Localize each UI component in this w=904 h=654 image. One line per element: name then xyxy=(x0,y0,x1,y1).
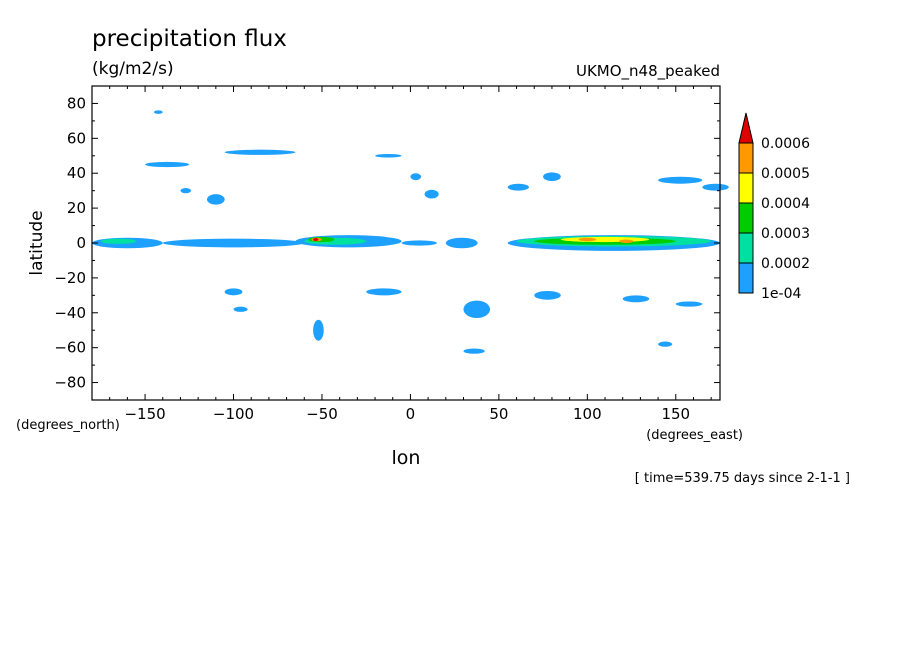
precip-region-6 xyxy=(100,238,137,244)
legend-swatch-4 xyxy=(738,142,754,174)
y-tick-label-1: −60 xyxy=(54,339,86,357)
legend-label-0: 1e-04 xyxy=(761,286,801,302)
precip-region-32 xyxy=(463,300,491,319)
y-unit-label: (degrees_north) xyxy=(16,418,120,433)
y-tick-label-6: 40 xyxy=(67,164,86,182)
precip-region-4 xyxy=(445,237,478,249)
legend-label-2: 0.0003 xyxy=(761,226,810,242)
legend-label-1: 0.0002 xyxy=(761,256,810,272)
x-axis-ticks: −150 −100 −50 0 50 100 150 xyxy=(109,86,712,423)
legend-label-4: 0.0005 xyxy=(761,166,810,182)
precip-region-29 xyxy=(233,306,248,312)
x-tick-label-3: 0 xyxy=(406,405,416,423)
precip-region-26 xyxy=(702,183,729,191)
x-tick-label-4: 50 xyxy=(489,405,508,423)
y-tick-label-4: 0 xyxy=(76,234,86,252)
legend-swatch-1 xyxy=(738,232,754,264)
x-axis-label: lon xyxy=(392,447,421,469)
dataset-label: UKMO_n48_peaked xyxy=(576,62,720,81)
legend-label-3: 0.0004 xyxy=(761,196,810,212)
precipitation-regions xyxy=(92,110,729,354)
precip-region-28 xyxy=(224,288,243,296)
y-tick-label-7: 60 xyxy=(67,129,86,147)
precip-region-21 xyxy=(410,173,422,181)
precip-region-20 xyxy=(375,154,402,158)
chart-title: precipitation flux xyxy=(92,26,287,52)
precip-region-14 xyxy=(578,237,597,242)
precip-region-3 xyxy=(401,240,437,246)
precip-region-16 xyxy=(224,149,296,155)
x-unit-label: (degrees_east) xyxy=(646,428,743,443)
precip-region-33 xyxy=(534,290,561,300)
plot-area: −150 −100 −50 0 50 100 150 −80 −60 −40 −20 0 20 40 60… xyxy=(54,85,729,423)
x-tick-label-6: 150 xyxy=(661,405,690,423)
legend-swatch-overflow xyxy=(738,112,754,144)
precip-region-19 xyxy=(180,188,192,194)
precip-region-37 xyxy=(463,348,485,354)
precip-region-17 xyxy=(145,161,190,168)
y-tick-label-2: −40 xyxy=(54,304,86,322)
legend-swatch-0 xyxy=(738,262,754,294)
precip-region-31 xyxy=(313,319,324,341)
y-axis-label: latitude xyxy=(27,210,47,275)
legend-swatch-2 xyxy=(738,202,754,234)
precip-region-13 xyxy=(619,239,634,243)
time-label: [ time=539.75 days since 2-1-1 ] xyxy=(635,471,850,486)
precip-region-18 xyxy=(206,194,225,205)
x-tick-label-5: 100 xyxy=(573,405,602,423)
y-tick-label-5: 20 xyxy=(67,199,86,217)
precip-region-27 xyxy=(153,110,163,114)
x-tick-label-1: −100 xyxy=(213,405,254,423)
precip-region-22 xyxy=(424,189,439,199)
precip-region-36 xyxy=(658,341,673,347)
legend-label-5: 0.0006 xyxy=(761,136,810,152)
precip-region-30 xyxy=(366,288,402,296)
precip-region-34 xyxy=(622,295,650,303)
precip-region-25 xyxy=(658,176,703,184)
y-tick-label-8: 80 xyxy=(67,94,86,112)
y-tick-label-3: −20 xyxy=(54,269,86,287)
precip-region-23 xyxy=(507,183,529,191)
precip-region-11 xyxy=(560,236,650,243)
legend-swatch-3 xyxy=(738,172,754,204)
y-axis-ticks: −80 −60 −40 −20 0 20 40 60 80 xyxy=(54,85,720,401)
precip-region-15 xyxy=(313,238,319,242)
chart-units: (kg/m2/s) xyxy=(92,59,174,79)
x-tick-label-2: −50 xyxy=(306,405,338,423)
color-legend: 1e-04 0.0002 0.0003 0.0004 0.0005 0.0006 xyxy=(738,112,810,302)
precip-region-35 xyxy=(675,301,703,307)
precip-region-24 xyxy=(543,172,561,182)
y-tick-label-0: −80 xyxy=(54,374,86,392)
precip-region-1 xyxy=(162,238,305,248)
x-tick-label-0: −150 xyxy=(124,405,165,423)
